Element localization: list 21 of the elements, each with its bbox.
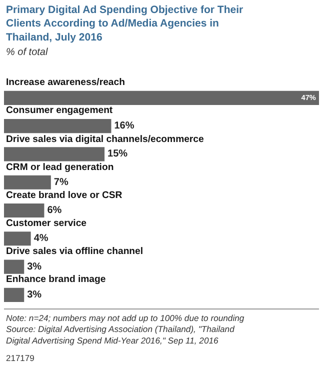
y-tick-label: Create brand love or CSR xyxy=(6,190,122,201)
data-label: 15% xyxy=(108,148,128,160)
chart-title: Primary Digital Ad Spending Objective for Their Clients According to Ad/Media Agencies in Thailand, July 2016 xyxy=(6,4,244,44)
y-tick-label: Enhance brand image xyxy=(6,274,106,285)
y-tick-label: Drive sales via offline channel xyxy=(6,246,144,257)
chart-subtitle: % of total xyxy=(6,47,48,58)
text: Note: n=24; numbers may not add up to 100% due to rounding xyxy=(6,313,244,323)
y-tick-label: Customer service xyxy=(6,218,87,229)
data-label: 16% xyxy=(114,120,134,132)
data-label: 3% xyxy=(27,261,42,272)
data-label: 3% xyxy=(27,289,42,300)
source-note: Source: Digital Advertising Association (Thailand), "Thailand Digital Advertising Spend Mid-Year 2016," Sep 11, 2016 xyxy=(6,324,235,346)
data-label: 4% xyxy=(34,233,48,244)
text: 217179 xyxy=(6,353,35,363)
y-tick-label: CRM or lead generation xyxy=(6,162,114,173)
y-tick-label: Drive sales via digital channels/ecommerce xyxy=(6,134,204,145)
y-tick-label: Consumer engagement xyxy=(6,105,114,116)
data-label: 47% xyxy=(301,92,316,102)
y-tick-label: Increase awareness/reach xyxy=(6,77,126,88)
data-label: 7% xyxy=(54,176,68,188)
data-label: 6% xyxy=(47,204,62,216)
